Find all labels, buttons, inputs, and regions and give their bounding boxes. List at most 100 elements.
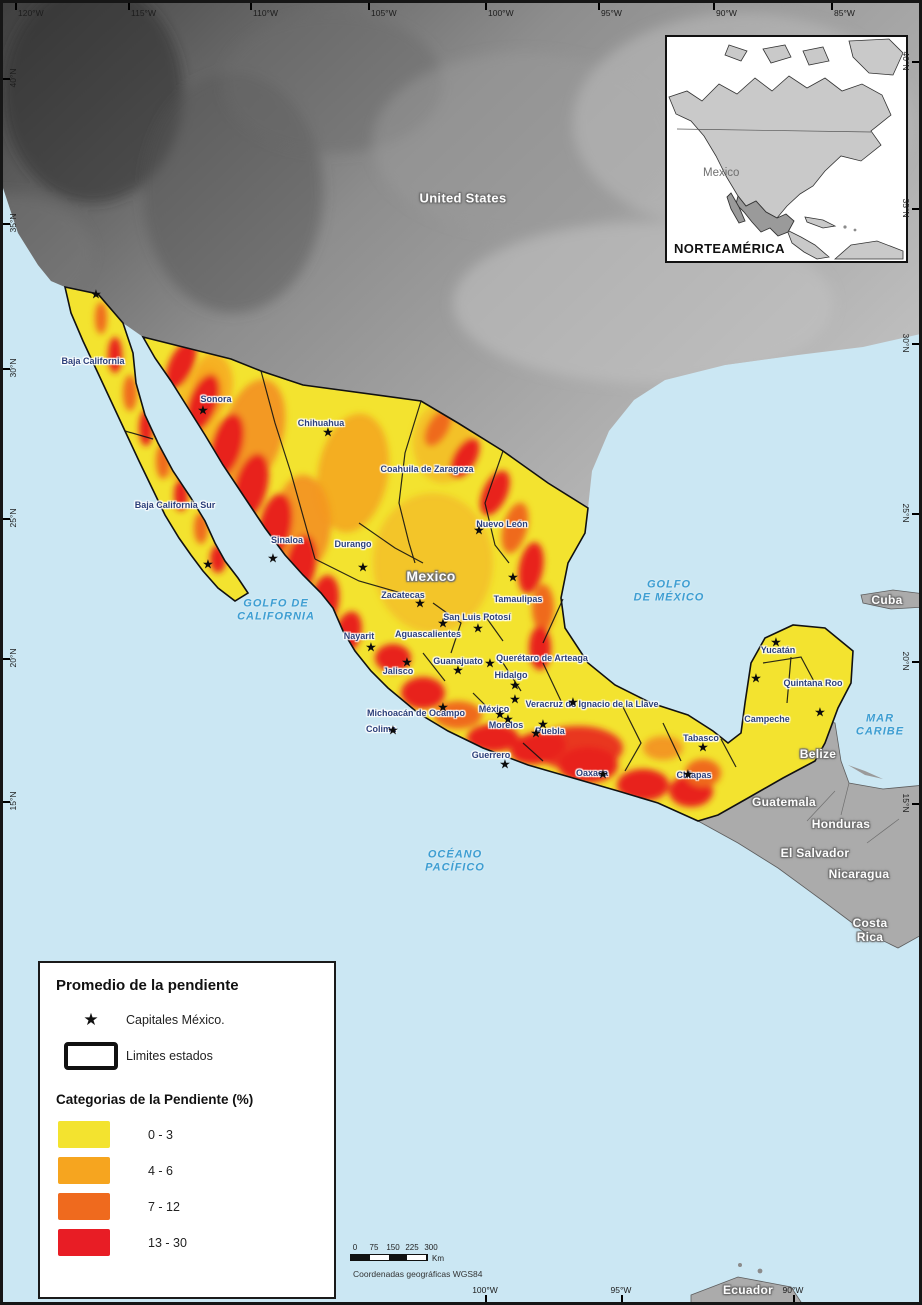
capital-star: ★ xyxy=(499,757,511,773)
ocean-label-oc-ano-pac-fico: OCÉANO PACÍFICO xyxy=(425,848,485,873)
legend-category-label: 7 - 12 xyxy=(148,1199,180,1214)
country-label-nicaragua: Nicaragua xyxy=(828,867,890,882)
latitude-label: 15°N xyxy=(901,793,911,813)
longitude-tick xyxy=(250,3,252,10)
longitude-label: 115°W xyxy=(131,8,156,18)
state-label-michoac-n-de-ocampo: Michoacán de Ocampo xyxy=(366,707,466,718)
legend-swatch xyxy=(58,1157,110,1184)
state-label-sonora: Sonora xyxy=(200,393,232,404)
legend-category-13-30: 13 - 30 xyxy=(56,1229,318,1256)
state-label-yucat-n: Yucatán xyxy=(760,644,796,655)
country-label-ecuador: Ecuador xyxy=(722,1283,774,1298)
scale-tick-label: 75 xyxy=(369,1243,379,1252)
state-label-guanajuato: Guanajuato xyxy=(433,655,483,666)
scale-bar-unit: Km xyxy=(432,1254,444,1263)
state-label-oaxaca: Oaxaca xyxy=(575,767,609,778)
latitude-label: 40°N xyxy=(8,68,18,88)
ocean-label-golfo-de-m-xico: GOLFO DE MÉXICO xyxy=(633,578,705,603)
capital-star: ★ xyxy=(597,767,609,783)
state-label-tabasco: Tabasco xyxy=(683,732,719,743)
capital-star: ★ xyxy=(322,425,334,441)
legend-category-4-6: 4 - 6 xyxy=(56,1157,318,1184)
state-label-guerrero: Guerrero xyxy=(471,749,511,760)
latitude-tick xyxy=(912,803,919,805)
state-label-hidalgo: Hidalgo xyxy=(494,669,528,680)
country-label-guatemala: Guatemala xyxy=(751,795,817,810)
state-label-baja-california: Baja California xyxy=(61,355,125,366)
longitude-label: 85°W xyxy=(834,8,855,18)
latitude-label: 40°N xyxy=(901,51,911,71)
legend-category-label: 13 - 30 xyxy=(148,1235,187,1250)
capital-star: ★ xyxy=(365,640,377,656)
latitude-label: 25°N xyxy=(901,503,911,523)
state-label-nayarit: Nayarit xyxy=(343,630,375,641)
capital-star: ★ xyxy=(472,621,484,637)
legend-swatch xyxy=(58,1229,110,1256)
legend-swatch xyxy=(58,1193,110,1220)
country-label-belize: Belize xyxy=(799,747,837,762)
latitude-label: 30°N xyxy=(8,358,18,378)
state-label-veracruz-de-ignacio-de-la-llave: Veracruz de Ignacio de la Llave xyxy=(525,698,659,709)
capital-star: ★ xyxy=(202,557,214,573)
longitude-tick xyxy=(713,3,715,10)
longitude-label: 120°W xyxy=(18,8,44,18)
longitude-tick xyxy=(128,3,130,10)
legend-capitals-row: ★ Capitales México. xyxy=(56,1010,318,1030)
longitude-label: 100°W xyxy=(472,1285,498,1295)
longitude-tick xyxy=(793,1295,795,1302)
capital-star: ★ xyxy=(90,287,102,303)
capital-star: ★ xyxy=(509,692,521,708)
state-label-m-xico: México xyxy=(478,703,510,714)
legend-categories-title: Categorias de la Pendiente (%) xyxy=(56,1092,254,1107)
capital-star: ★ xyxy=(452,663,464,679)
latitude-tick xyxy=(912,343,919,345)
scale-tick-label: 225 xyxy=(405,1243,419,1252)
capital-star: ★ xyxy=(494,707,506,723)
legend-category-label: 4 - 6 xyxy=(148,1163,174,1178)
capital-star: ★ xyxy=(401,655,413,671)
latitude-tick xyxy=(3,223,10,225)
capital-star: ★ xyxy=(770,635,782,651)
latitude-label: 20°N xyxy=(8,648,18,668)
legend-swatch xyxy=(58,1121,110,1148)
legend-title: Promedio de la pendiente xyxy=(56,977,239,994)
state-label-jalisco: Jalisco xyxy=(382,665,414,676)
longitude-label: 90°W xyxy=(782,1285,804,1295)
capital-star: ★ xyxy=(509,678,521,694)
scale-tick-label: 0 xyxy=(352,1243,358,1252)
state-label-baja-california-sur: Baja California Sur xyxy=(134,499,216,510)
latitude-label: 25°N xyxy=(8,508,18,528)
state-label-quer-taro-de-arteaga: Querétaro de Arteaga xyxy=(496,652,588,663)
country-label-mexico: Mexico xyxy=(406,567,456,584)
legend-limits-row: Limites estados xyxy=(56,1042,318,1070)
state-label-puebla: Puebla xyxy=(535,725,565,736)
latitude-tick xyxy=(912,513,919,515)
longitude-tick xyxy=(621,1295,623,1302)
capital-star: ★ xyxy=(414,596,426,612)
country-label-united-states: United States xyxy=(419,190,507,206)
scale-tick-label: 300 xyxy=(424,1243,438,1252)
country-label-costa-rica: Costa Rica xyxy=(852,916,888,944)
legend-category-0-3: 0 - 3 xyxy=(56,1121,318,1148)
ocean-label-mar-caribe: MAR CARIBE xyxy=(855,712,905,737)
state-label-coahuila-de-zaragoza: Coahuila de Zaragoza xyxy=(380,463,474,474)
longitude-tick xyxy=(485,3,487,10)
latitude-label: 35°N xyxy=(8,213,18,233)
longitude-tick xyxy=(831,3,833,10)
longitude-label: 95°W xyxy=(601,8,622,18)
capital-star: ★ xyxy=(697,740,709,756)
state-label-quintana-roo: Quintana Roo xyxy=(783,677,843,688)
state-label-zacatecas: Zacatecas xyxy=(381,589,425,600)
longitude-tick xyxy=(368,3,370,10)
capital-star: ★ xyxy=(437,700,449,716)
capital-star: ★ xyxy=(507,570,519,586)
latitude-label: 15°N xyxy=(8,791,18,811)
capital-star: ★ xyxy=(484,656,496,672)
state-label-chiapas: Chiapas xyxy=(676,769,712,780)
scale-bar-segments xyxy=(350,1254,428,1261)
latitude-tick xyxy=(3,518,10,520)
longitude-label: 95°W xyxy=(610,1285,632,1295)
scale-bar-numbers: 0 75 150 225 300 xyxy=(350,1243,530,1253)
inset-mexico-label: Mexico xyxy=(703,167,740,179)
